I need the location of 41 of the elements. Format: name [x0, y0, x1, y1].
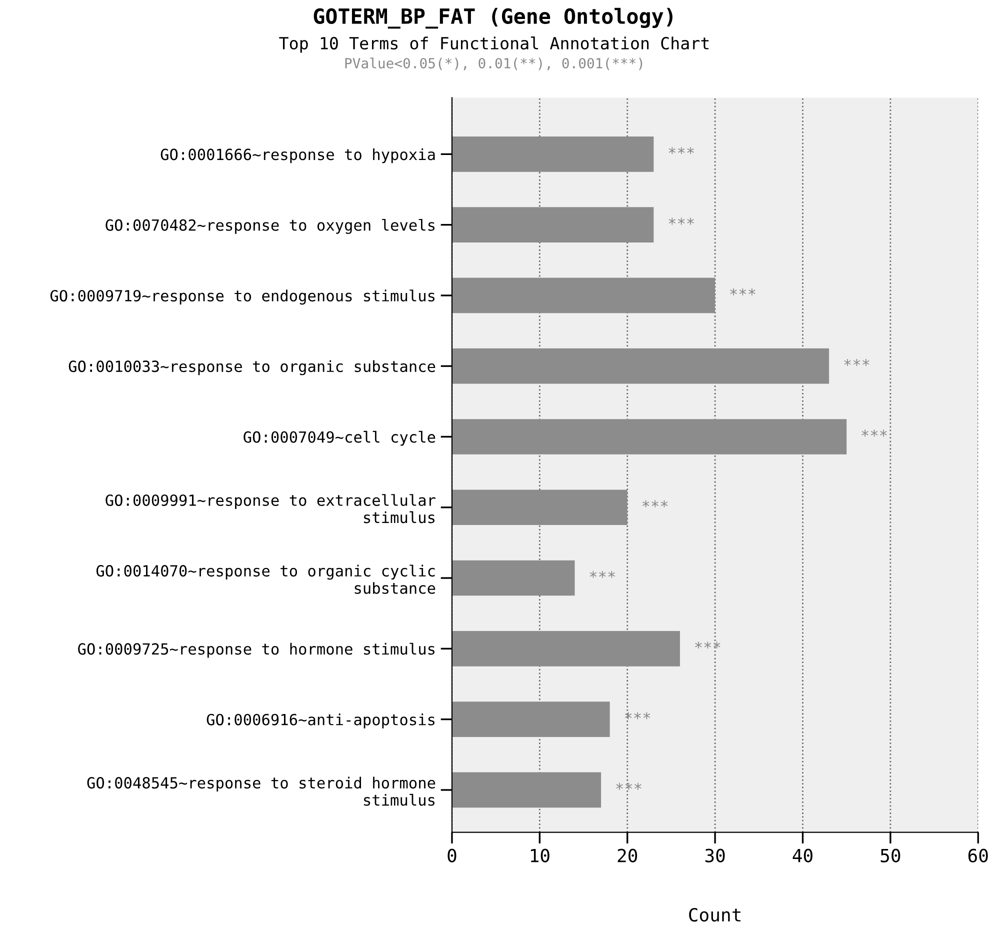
data-label: ***	[642, 500, 668, 508]
y-tick-label: GO:0006916~anti-apoptosis	[206, 714, 434, 728]
bar	[452, 207, 654, 242]
y-tick-label: GO:0007049~cell cycle	[244, 430, 436, 446]
data-label: ***	[590, 570, 615, 578]
x-tick-label: 10	[530, 848, 550, 862]
data-label: ***	[624, 712, 650, 720]
bar	[452, 419, 847, 454]
x-tick-label: 40	[792, 848, 812, 862]
bar	[452, 278, 716, 314]
bar	[452, 631, 680, 666]
chart-subtitle: Top 10 Terms of Functional Annotation Chart	[279, 36, 709, 53]
y-tick-label: GO:0009719~response to endogenous stimulus	[50, 290, 434, 305]
y-tick-label: GO:0014070~response to organic cyclic substance	[96, 564, 436, 594]
data-label: ***	[730, 288, 756, 296]
text: PValue<0.05(*), 0.01(**), 0.001(***)	[345, 58, 642, 70]
bar	[452, 772, 602, 808]
x-tick-label: 30	[705, 848, 725, 862]
chart-title: GOTERM_BP_FAT (Gene Ontology)	[314, 8, 672, 29]
y-tick-label: GO:0009991~response to extracellular stimulus	[106, 494, 436, 524]
data-label: ***	[668, 218, 694, 225]
data-label: ***	[844, 359, 870, 366]
bar	[452, 490, 628, 526]
data-label: ***	[668, 147, 694, 154]
data-label: ***	[862, 430, 887, 437]
x-tick-label: 50	[880, 848, 900, 862]
bar	[452, 348, 830, 384]
x-axis-title: Count	[689, 908, 740, 922]
bar	[452, 702, 610, 737]
bar	[452, 560, 575, 596]
y-tick-label: GO:0009725~response to hormone stimulus	[78, 642, 434, 658]
bar	[452, 136, 654, 172]
y-tick-label: GO:0001666~response to hypoxia	[160, 148, 435, 164]
y-tick-label: GO:0010033~response to organic substance	[68, 360, 436, 376]
data-label: ***	[616, 782, 642, 790]
x-tick-label: 60	[968, 848, 988, 862]
x-tick-label: 20	[618, 848, 638, 862]
x-tick-label: 0	[448, 848, 456, 862]
y-tick-label: GO:0070482~response to oxygen levels	[106, 218, 434, 234]
data-label: ***	[695, 642, 720, 649]
y-tick-label: GO:0048545~response to steroid hormone stimulus	[87, 776, 436, 806]
